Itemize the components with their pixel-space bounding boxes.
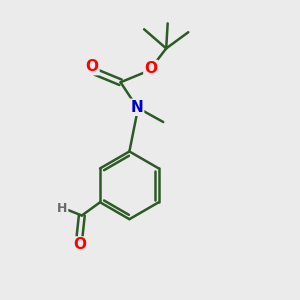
Text: H: H bbox=[57, 202, 67, 215]
Text: N: N bbox=[130, 100, 143, 115]
Text: O: O bbox=[85, 59, 98, 74]
Text: O: O bbox=[73, 238, 86, 253]
Text: O: O bbox=[144, 61, 158, 76]
